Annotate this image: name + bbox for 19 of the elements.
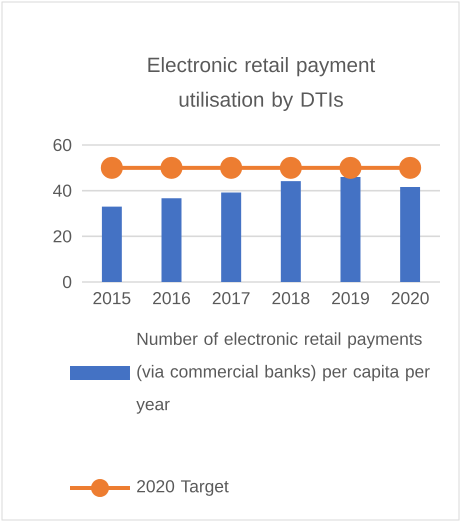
bar — [102, 206, 122, 282]
y-tick-label: 20 — [54, 230, 72, 242]
x-tick-label: 2019 — [332, 292, 369, 304]
legend-label: Number of electronic retail payments (via commercial banks) per capita per year — [136, 332, 430, 414]
bar — [280, 181, 301, 282]
x-tick-label: 2020 — [392, 292, 429, 304]
x-tick-label: 2015 — [93, 292, 130, 304]
chart-title: Electronic retail payment utilisation by DTIs — [148, 57, 376, 111]
legend-label: 2020 Target — [137, 480, 229, 496]
y-tick-label: 40 — [53, 184, 72, 197]
bar — [340, 176, 360, 282]
x-tick-label: 2017 — [212, 292, 250, 304]
bar — [400, 187, 420, 282]
y-tick-label: 0 — [62, 276, 72, 288]
x-tick-label: 2018 — [272, 292, 310, 304]
x-tick-label: 2016 — [153, 292, 190, 304]
bar — [221, 192, 242, 282]
bar — [161, 198, 182, 282]
y-tick-label: 60 — [54, 138, 72, 152]
